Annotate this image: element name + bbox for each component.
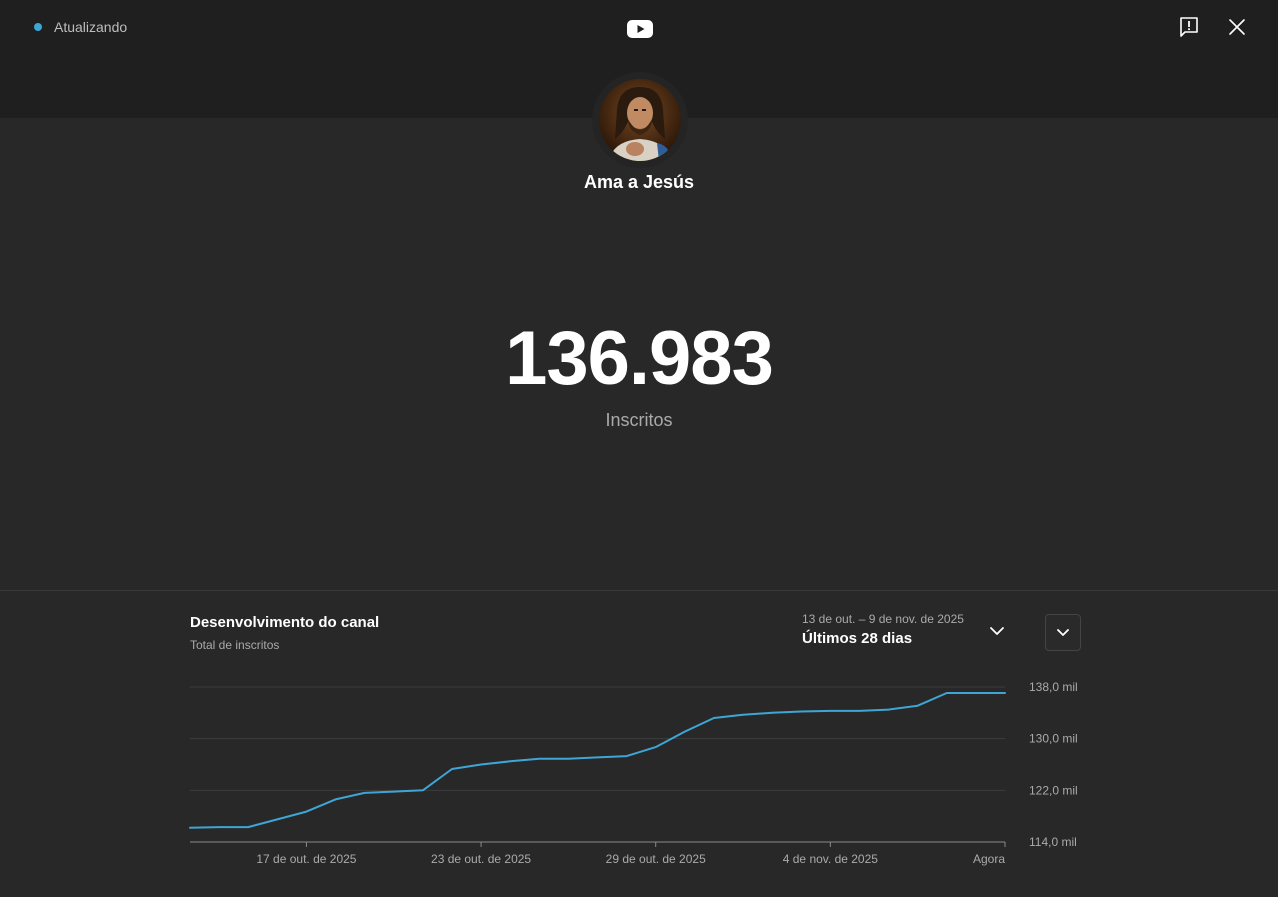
update-status: Atualizando (34, 19, 127, 35)
x-tick-label: Agora (973, 852, 1005, 866)
y-tick-label: 114,0 mil (1029, 835, 1077, 849)
status-text: Atualizando (54, 19, 128, 35)
subscriber-label: Inscritos (605, 410, 673, 430)
channel-name: Ama a Jesús (583, 172, 695, 192)
youtube-icon (627, 20, 653, 38)
close-icon (1229, 19, 1245, 35)
section-divider (0, 590, 1278, 591)
y-tick-label: 130,0 mil (1029, 732, 1078, 746)
y-tick-label: 138,0 mil (1029, 680, 1078, 694)
date-range-selector[interactable]: 13 de out. – 9 de nov. de 2025 Últimos 2… (802, 612, 964, 647)
chevron-down-icon[interactable] (988, 624, 1006, 638)
chevron-down-icon (1057, 628, 1069, 636)
date-range-dates: 13 de out. – 9 de nov. de 2025 (802, 612, 964, 626)
report-button[interactable] (1176, 14, 1202, 40)
subscriber-count: 136.983 (505, 316, 774, 401)
chart-options-button[interactable] (1045, 614, 1081, 651)
x-tick-label: 4 de nov. de 2025 (783, 852, 879, 866)
y-tick-label: 122,0 mil (1029, 783, 1078, 797)
close-button[interactable] (1224, 14, 1250, 40)
chart-title: Desenvolvimento do canal (190, 614, 380, 631)
chart-subtitle: Total de inscritos (190, 638, 280, 652)
x-tick-label: 17 de out. de 2025 (256, 852, 356, 866)
status-dot-icon (34, 23, 42, 31)
x-tick-label: 29 de out. de 2025 (606, 852, 706, 866)
report-icon (1180, 17, 1198, 37)
subscriber-series-line (189, 692, 1006, 829)
date-range-label: Últimos 28 dias (802, 630, 913, 647)
x-tick-label: 23 de out. de 2025 (431, 852, 531, 866)
